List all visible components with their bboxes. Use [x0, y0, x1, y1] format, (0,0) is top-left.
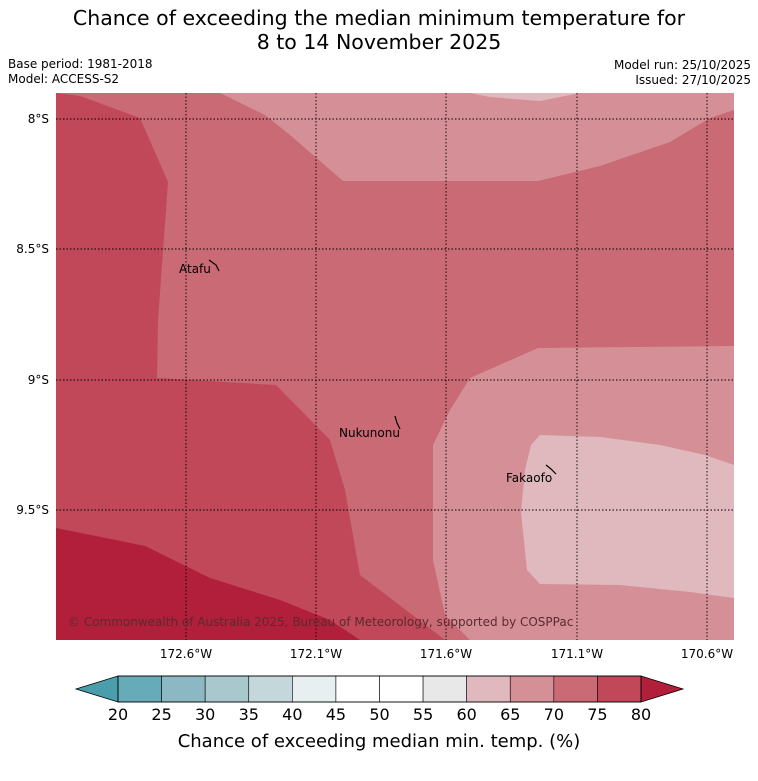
lon-label-170-6w: 170.6°W — [681, 647, 733, 661]
meta-left: Base period: 1981-2018 Model: ACCESS-S2 — [8, 57, 153, 87]
map-area: Atafu Nukunonu Fakaofo © Commonwealth of… — [56, 93, 734, 640]
atafu-coastline — [208, 259, 220, 272]
colorbar-ticks: 20 25 30 35 40 45 50 55 60 65 70 75 80 — [108, 705, 651, 724]
lon-label-171-1w: 171.1°W — [551, 647, 603, 661]
colorbar-segment-65-70 — [509, 675, 555, 703]
zone-65-70-north — [220, 93, 734, 181]
lat-label-8s: 8°S — [28, 112, 49, 126]
meta-right: Model run: 25/10/2025 Issued: 27/10/2025 — [614, 58, 751, 88]
colorbar-segment-45-50 — [335, 675, 380, 703]
colorbar-segment-20-25 — [117, 675, 162, 703]
base-period: Base period: 1981-2018 — [8, 57, 153, 71]
fakaofo-coastline — [545, 464, 557, 475]
place-fakaofo: Fakaofo — [506, 471, 552, 485]
zone-60-65-east — [521, 435, 734, 598]
colorbar: 20 25 30 35 40 45 50 55 60 65 70 75 80 Chance of exc… — [74, 675, 685, 752]
copyright-credit: © Commonwealth of Australia 2025, Bureau… — [68, 615, 573, 629]
coastlines — [208, 259, 557, 475]
model-name: Model: ACCESS-S2 — [8, 72, 120, 86]
colorbar-segment-60-65 — [466, 675, 511, 703]
colorbar-tick-label: 80 — [631, 705, 651, 724]
lat-label-9s: 9°S — [28, 373, 49, 387]
lon-label-172-6w: 172.6°W — [160, 647, 212, 661]
colorbar-tick-label: 45 — [326, 705, 346, 724]
colorbar-segment-30-35 — [204, 675, 250, 703]
colorbar-segment-40-45 — [292, 675, 337, 703]
lon-label-171-6w: 171.6°W — [420, 647, 472, 661]
model-run: Model run: 25/10/2025 — [613, 58, 751, 72]
colorbar-tick-label: 65 — [500, 705, 520, 724]
colorbar-segment-50-55 — [379, 675, 424, 703]
colorbar-tick-label: 30 — [195, 705, 215, 724]
gridlines — [56, 93, 734, 640]
colorbar-segment-75-80 — [597, 675, 642, 703]
chart-title: Chance of exceeding the median minimum t… — [0, 6, 758, 54]
zone-60-65-north — [470, 93, 580, 101]
colorbar-outline — [117, 675, 642, 703]
colorbar-tick-label: 75 — [587, 705, 607, 724]
colorbar-under-arrow — [74, 675, 119, 703]
title-line-2: 8 to 14 November 2025 — [256, 30, 502, 54]
place-nukunonu: Nukunonu — [339, 426, 400, 440]
colorbar-segments — [117, 675, 642, 703]
colorbar-tick-label: 70 — [544, 705, 564, 724]
longitude-labels: 172.6°W 172.1°W 171.6°W 171.1°W 170.6°W — [160, 647, 733, 661]
colorbar-segment-25-30 — [161, 675, 206, 703]
lat-label-8-5s: 8.5°S — [16, 242, 49, 256]
issued-date: Issued: 27/10/2025 — [635, 73, 751, 87]
colorbar-over-arrow — [640, 675, 685, 703]
lat-label-9-5s: 9.5°S — [16, 503, 49, 517]
zone-80-plus — [56, 528, 360, 640]
colorbar-label: Chance of exceeding median min. temp. (%… — [178, 731, 581, 752]
colorbar-tick-label: 25 — [151, 705, 171, 724]
lon-label-172-1w: 172.1°W — [290, 647, 342, 661]
place-atafu: Atafu — [179, 262, 211, 276]
colorbar-tick-label: 55 — [413, 705, 433, 724]
zone-75-80-west — [56, 93, 445, 640]
colorbar-segment-70-75 — [553, 675, 598, 703]
colorbar-tick-label: 35 — [239, 705, 259, 724]
colorbar-tick-label: 20 — [108, 705, 128, 724]
title-line-1: Chance of exceeding the median minimum t… — [72, 6, 686, 30]
colorbar-tick-label: 60 — [456, 705, 476, 724]
nukunonu-coastline — [394, 415, 401, 430]
colorbar-segment-55-60 — [422, 675, 467, 703]
colorbar-segment-35-40 — [248, 675, 293, 703]
colorbar-tick-label: 40 — [282, 705, 302, 724]
latitude-labels: 8°S 8.5°S 9°S 9.5°S — [16, 112, 49, 517]
colorbar-tick-label: 50 — [369, 705, 389, 724]
